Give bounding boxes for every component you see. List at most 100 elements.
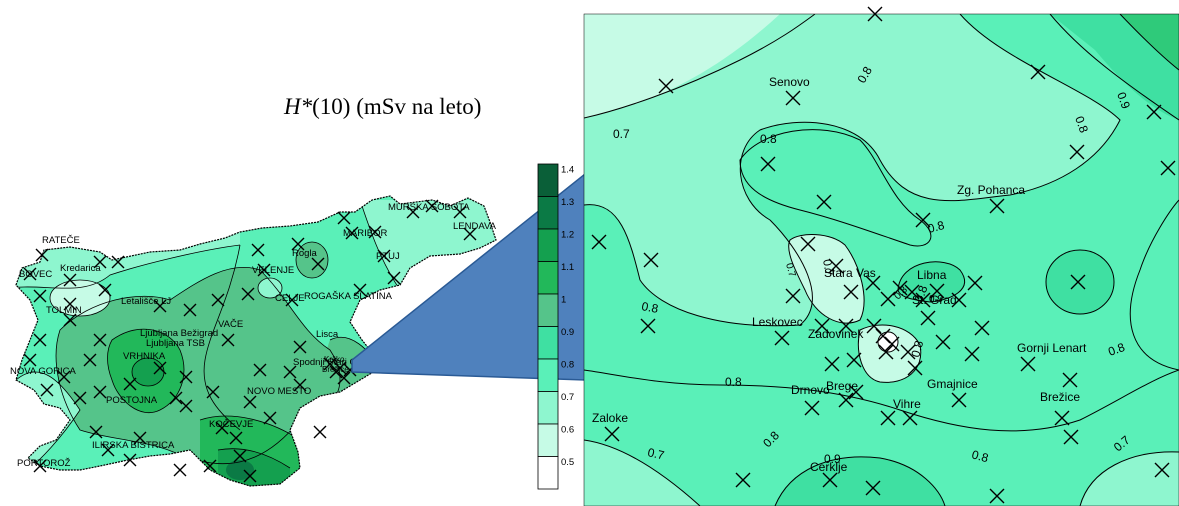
sampling-marker — [902, 410, 918, 426]
contour-label-15: 0.9 — [824, 452, 841, 466]
legend-box — [537, 293, 559, 327]
label-letalisce-lj: Letališče LJ — [121, 296, 171, 307]
sampling-marker — [1146, 104, 1162, 120]
station-marker — [35, 248, 49, 262]
sampling-marker — [878, 344, 894, 360]
station-marker — [211, 293, 225, 307]
label-nova-gorica: NOVA GORICA — [10, 366, 76, 377]
sampling-marker — [967, 275, 983, 291]
sampling-marker — [904, 284, 920, 300]
station-marker — [243, 469, 257, 483]
station-marker — [93, 333, 107, 347]
sampling-marker — [951, 292, 967, 308]
sampling-marker — [804, 400, 820, 416]
label-brege: Brege — [826, 379, 858, 393]
station-marker — [293, 378, 307, 392]
station-marker — [33, 289, 47, 303]
sampling-marker — [880, 291, 896, 307]
label-gornji-lenart: Gornji Lenart — [1017, 341, 1087, 355]
legend-tick-label: 1.2 — [561, 230, 574, 241]
station-marker — [263, 411, 277, 425]
sampling-marker — [604, 426, 620, 442]
contour-label-7: 0.7 — [820, 258, 837, 277]
sampling-marker — [1030, 64, 1046, 80]
sampling-marker — [816, 194, 832, 210]
sampling-marker — [658, 78, 674, 94]
map-title: H*(10) (mSv na leto) — [284, 94, 481, 120]
legend-tick-label: 0.7 — [561, 392, 574, 403]
contour-label-16: 0.8 — [970, 447, 990, 465]
station-marker — [337, 371, 351, 385]
sampling-marker — [920, 310, 936, 326]
label-lisca: Lisca — [316, 329, 339, 340]
sampling-marker — [951, 392, 967, 408]
station-marker — [406, 205, 420, 219]
sampling-marker — [1020, 356, 1036, 372]
station-marker — [368, 225, 382, 239]
label-drnovo: Drnovo — [791, 383, 830, 397]
station-marker — [173, 463, 187, 477]
label-cerklje: Cerklje — [810, 460, 848, 474]
station-marker — [23, 267, 37, 281]
legend-colorbar: 1.4 1.3 1.2 1.1 1 0.9 0.8 0.7 0.6 0.5 — [537, 163, 574, 490]
label-brezice: Brežice — [1040, 390, 1080, 404]
label-maribor: MARIBOR — [343, 228, 387, 239]
legend-tick-label: 1 — [561, 295, 566, 306]
sampling-marker — [907, 360, 923, 376]
station-marker — [453, 205, 467, 219]
sampling-marker — [785, 288, 801, 304]
legend-box — [537, 261, 559, 295]
sampling-marker — [989, 198, 1005, 214]
contour-label-6: 0.8 — [926, 218, 946, 236]
label-ilirska-bistrica: ILIRSKA BISTRICA — [92, 440, 175, 451]
label-spodnji-stari-grad: Spodnji Stari Grad — [293, 357, 371, 368]
sampling-marker — [875, 328, 891, 344]
sampling-marker — [915, 212, 931, 228]
detail-contour-labels: 0.7 0.8 0.8 0.9 0.8 0.8 0.7 0.8 0.8 0.8 … — [613, 64, 1133, 466]
sampling-marker — [929, 283, 945, 299]
label-murska-sobota: MURSKA SOBOTA — [388, 202, 470, 213]
legend-tick-label: 1.4 — [561, 165, 574, 176]
detail-station-markers — [591, 6, 1176, 504]
legend-box — [537, 196, 559, 230]
station-marker — [206, 385, 220, 399]
contour-label-5: 0.8 — [1072, 114, 1091, 135]
detail-contour-lines — [584, 14, 1179, 506]
label-postojna: POSTOJNA — [106, 395, 158, 406]
sampling-marker — [880, 410, 896, 426]
sampling-marker — [1069, 144, 1085, 160]
label-lendava: LENDAVA — [453, 221, 497, 232]
contour-label-13: 0.7 — [646, 445, 666, 462]
label-velenje: VELENJE — [252, 265, 294, 276]
station-marker — [57, 370, 71, 384]
legend-tick-label: 1.1 — [561, 262, 574, 273]
station-marker — [40, 383, 54, 397]
label-portoroz: PORTOROŽ — [17, 458, 71, 469]
label-novo-mesto: NOVO MESTO — [247, 386, 311, 397]
sampling-marker — [760, 156, 776, 172]
station-marker — [169, 391, 183, 405]
station-marker — [311, 257, 325, 271]
sampling-marker — [800, 236, 816, 252]
station-marker — [179, 399, 193, 413]
contour-label-4: 0.9 — [1114, 90, 1133, 111]
sampling-marker — [1154, 462, 1170, 478]
station-marker — [257, 263, 271, 277]
legend-tick-label: 0.8 — [561, 360, 574, 371]
label-gmajnice: Gmajnice — [927, 377, 978, 391]
label-ljubljana-bezigrad: Ljubljana Bežigrad — [140, 328, 218, 339]
station-marker — [241, 287, 255, 301]
label-ratece: RATEČE — [42, 235, 80, 246]
station-marker — [33, 459, 47, 473]
detail-map: Senovo Zg. Pohanca Stara Vas Libna St. G… — [583, 6, 1179, 506]
label-libna: Libna — [917, 268, 947, 282]
legend-box — [537, 423, 559, 457]
sampling-marker — [846, 352, 862, 368]
station-marker — [293, 340, 307, 354]
sampling-marker — [838, 318, 854, 334]
sampling-marker — [591, 234, 607, 250]
station-marker — [353, 283, 367, 297]
contour-label-20: 0.9 — [929, 294, 943, 305]
station-marker — [179, 370, 193, 384]
